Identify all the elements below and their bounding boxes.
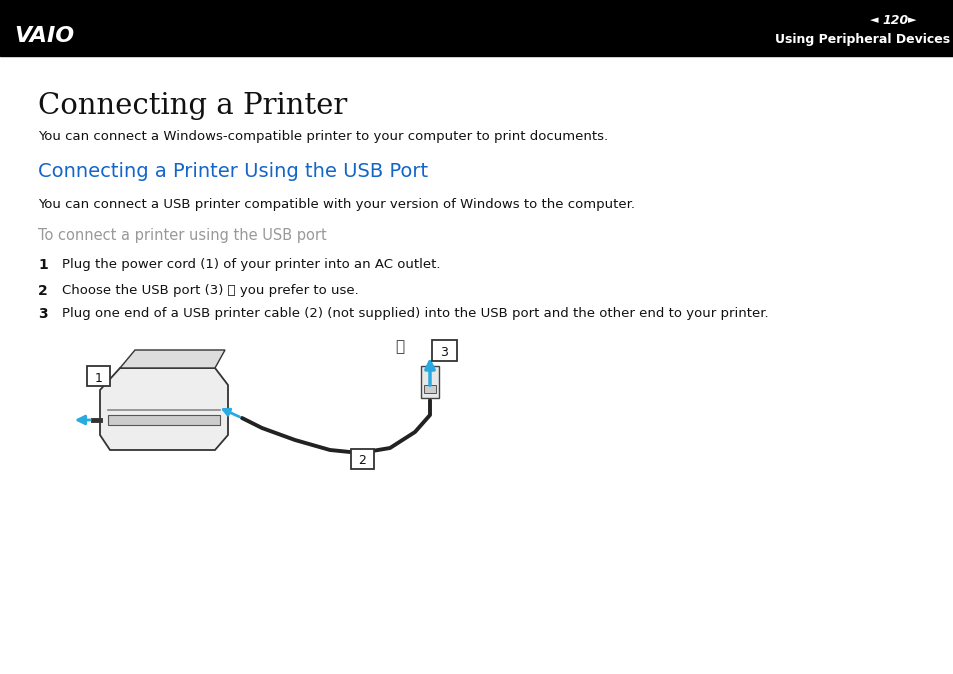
- FancyBboxPatch shape: [432, 340, 456, 361]
- Text: Choose the USB port (3) ␥ you prefer to use.: Choose the USB port (3) ␥ you prefer to …: [62, 284, 358, 297]
- Text: You can connect a USB printer compatible with your version of Windows to the com: You can connect a USB printer compatible…: [38, 198, 635, 211]
- Text: Plug one end of a USB printer cable (2) (not supplied) into the USB port and the: Plug one end of a USB printer cable (2) …: [62, 307, 768, 320]
- Text: 120: 120: [882, 13, 907, 26]
- Text: Connecting a Printer: Connecting a Printer: [38, 92, 347, 120]
- Text: Plug the power cord (1) of your printer into an AC outlet.: Plug the power cord (1) of your printer …: [62, 258, 440, 271]
- Polygon shape: [100, 368, 228, 450]
- Text: 3: 3: [440, 346, 448, 359]
- Text: You can connect a Windows-compatible printer to your computer to print documents: You can connect a Windows-compatible pri…: [38, 130, 607, 143]
- Text: Using Peripheral Devices: Using Peripheral Devices: [774, 34, 949, 47]
- FancyBboxPatch shape: [87, 366, 110, 386]
- Text: 2: 2: [358, 454, 366, 468]
- Bar: [423, 385, 436, 393]
- Bar: [108, 415, 220, 425]
- Text: 2: 2: [38, 284, 48, 298]
- Text: 1: 1: [94, 371, 102, 384]
- Text: 1: 1: [38, 258, 48, 272]
- Text: 3: 3: [38, 307, 48, 321]
- Bar: [420, 366, 438, 398]
- Bar: [0, 0, 953, 56]
- Text: ►: ►: [907, 15, 916, 25]
- Text: VAIO: VAIO: [14, 26, 74, 46]
- Text: ␥: ␥: [395, 340, 404, 355]
- Text: Connecting a Printer Using the USB Port: Connecting a Printer Using the USB Port: [38, 162, 428, 181]
- Text: To connect a printer using the USB port: To connect a printer using the USB port: [38, 228, 327, 243]
- Text: ◄: ◄: [869, 15, 878, 25]
- FancyBboxPatch shape: [351, 449, 374, 469]
- Polygon shape: [120, 350, 225, 368]
